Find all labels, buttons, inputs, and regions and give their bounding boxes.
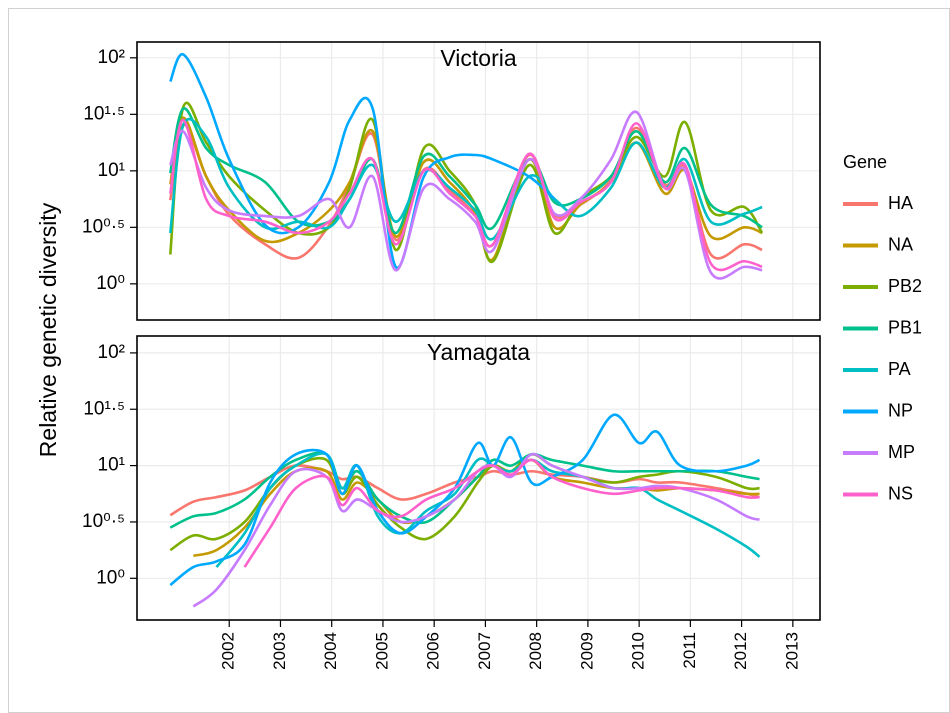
y-axis-label: Relative genetic diversity	[35, 202, 61, 457]
series-line	[169, 53, 556, 270]
x-tick-label: 2004	[321, 632, 340, 670]
panel-frame	[136, 335, 821, 621]
panel-title: Yamagata	[427, 339, 530, 365]
series-line	[169, 413, 761, 587]
y-tick-label: 10¹·⁵	[83, 103, 125, 124]
x-tick-label: 2011	[680, 632, 699, 669]
panel-background	[137, 336, 820, 620]
legend-label: PB1	[888, 317, 922, 337]
x-tick-label: 2002	[219, 632, 238, 670]
panel-background	[137, 42, 820, 320]
y-tick-label: 10²	[98, 342, 125, 363]
legend-label: MP	[888, 442, 915, 462]
series-line	[169, 451, 760, 529]
panel-title: Victoria	[440, 45, 516, 71]
x-tick-label: 2012	[731, 632, 750, 670]
legend-label: PA	[888, 359, 911, 379]
legend-label: NS	[888, 483, 913, 503]
legend-label: PB2	[888, 276, 922, 296]
y-tick-label: 10¹	[98, 455, 125, 476]
x-tick-label: 2003	[270, 632, 289, 670]
x-tick-label: 2009	[577, 632, 596, 670]
x-tick-label: 2010	[629, 632, 648, 670]
x-tick-label: 2007	[475, 632, 494, 670]
y-tick-label: 10⁰	[96, 567, 125, 588]
series-line	[169, 101, 764, 263]
series-line	[169, 116, 763, 262]
y-tick-label: 10⁰·⁵	[82, 216, 125, 237]
series-line	[169, 107, 763, 235]
legend-title: Gene	[843, 152, 887, 172]
y-tick-label: 10²	[98, 47, 125, 68]
series-line	[169, 123, 763, 260]
y-tick-label: 10¹	[98, 160, 125, 181]
series-line	[243, 458, 760, 568]
y-tick-label: 10¹·⁵	[83, 398, 125, 419]
series-line	[169, 118, 763, 272]
y-tick-label: 10⁰·⁵	[82, 511, 125, 532]
x-tick-label: 2005	[372, 632, 391, 670]
panel-frame	[136, 41, 821, 321]
legend-label: NA	[888, 234, 913, 254]
x-tick-label: 2008	[526, 632, 545, 670]
x-tick-label: 2006	[424, 632, 443, 670]
y-tick-label: 10⁰	[96, 273, 125, 294]
x-tick-label: 2013	[782, 632, 801, 670]
legend-label: NP	[888, 400, 913, 420]
legend-label: HA	[888, 193, 913, 213]
